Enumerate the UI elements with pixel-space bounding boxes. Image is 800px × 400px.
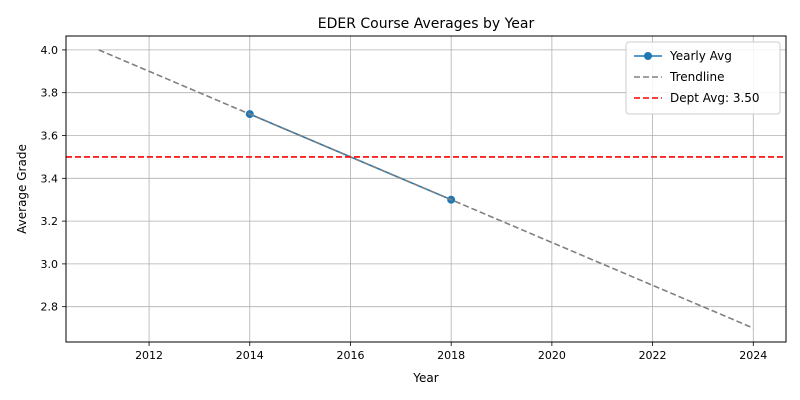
legend-label: Yearly Avg	[669, 49, 732, 63]
grid	[66, 36, 786, 342]
legend: Yearly Avg Trendline Dept Avg: 3.50	[625, 41, 781, 115]
x-tick-label: 2020	[538, 349, 566, 362]
y-tick-label: 4.0	[41, 44, 59, 57]
y-tick-label: 3.2	[41, 215, 59, 228]
trendline	[98, 49, 754, 329]
legend-box	[625, 41, 781, 115]
series-layer	[66, 49, 786, 329]
y-tick-label: 3.6	[41, 130, 59, 143]
y-tick-label: 3.8	[41, 87, 59, 100]
y-tick-label: 2.8	[41, 301, 59, 314]
x-tick-label: 2014	[236, 349, 264, 362]
x-tick-label: 2022	[639, 349, 667, 362]
y-axis-label: Average Grade	[15, 144, 29, 234]
x-tick-label: 2012	[135, 349, 163, 362]
chart-title: EDER Course Averages by Year	[318, 16, 535, 32]
x-tick-label: 2024	[739, 349, 767, 362]
x-tick-label: 2018	[437, 349, 465, 362]
x-tick-label: 2016	[336, 349, 364, 362]
y-tick-label: 3.0	[41, 258, 59, 271]
ticks: 2012 2014 2016 2018 2020 2022 2024 2.8 3.0 3.2 3.4…	[41, 44, 768, 362]
legend-label: Trendline	[669, 70, 725, 84]
legend-label: Dept Avg: 3.50	[670, 91, 760, 105]
plot-frame	[65, 35, 787, 343]
legend-marker	[644, 52, 652, 60]
x-axis-label: Year	[412, 371, 438, 385]
y-tick-label: 3.4	[41, 172, 59, 185]
